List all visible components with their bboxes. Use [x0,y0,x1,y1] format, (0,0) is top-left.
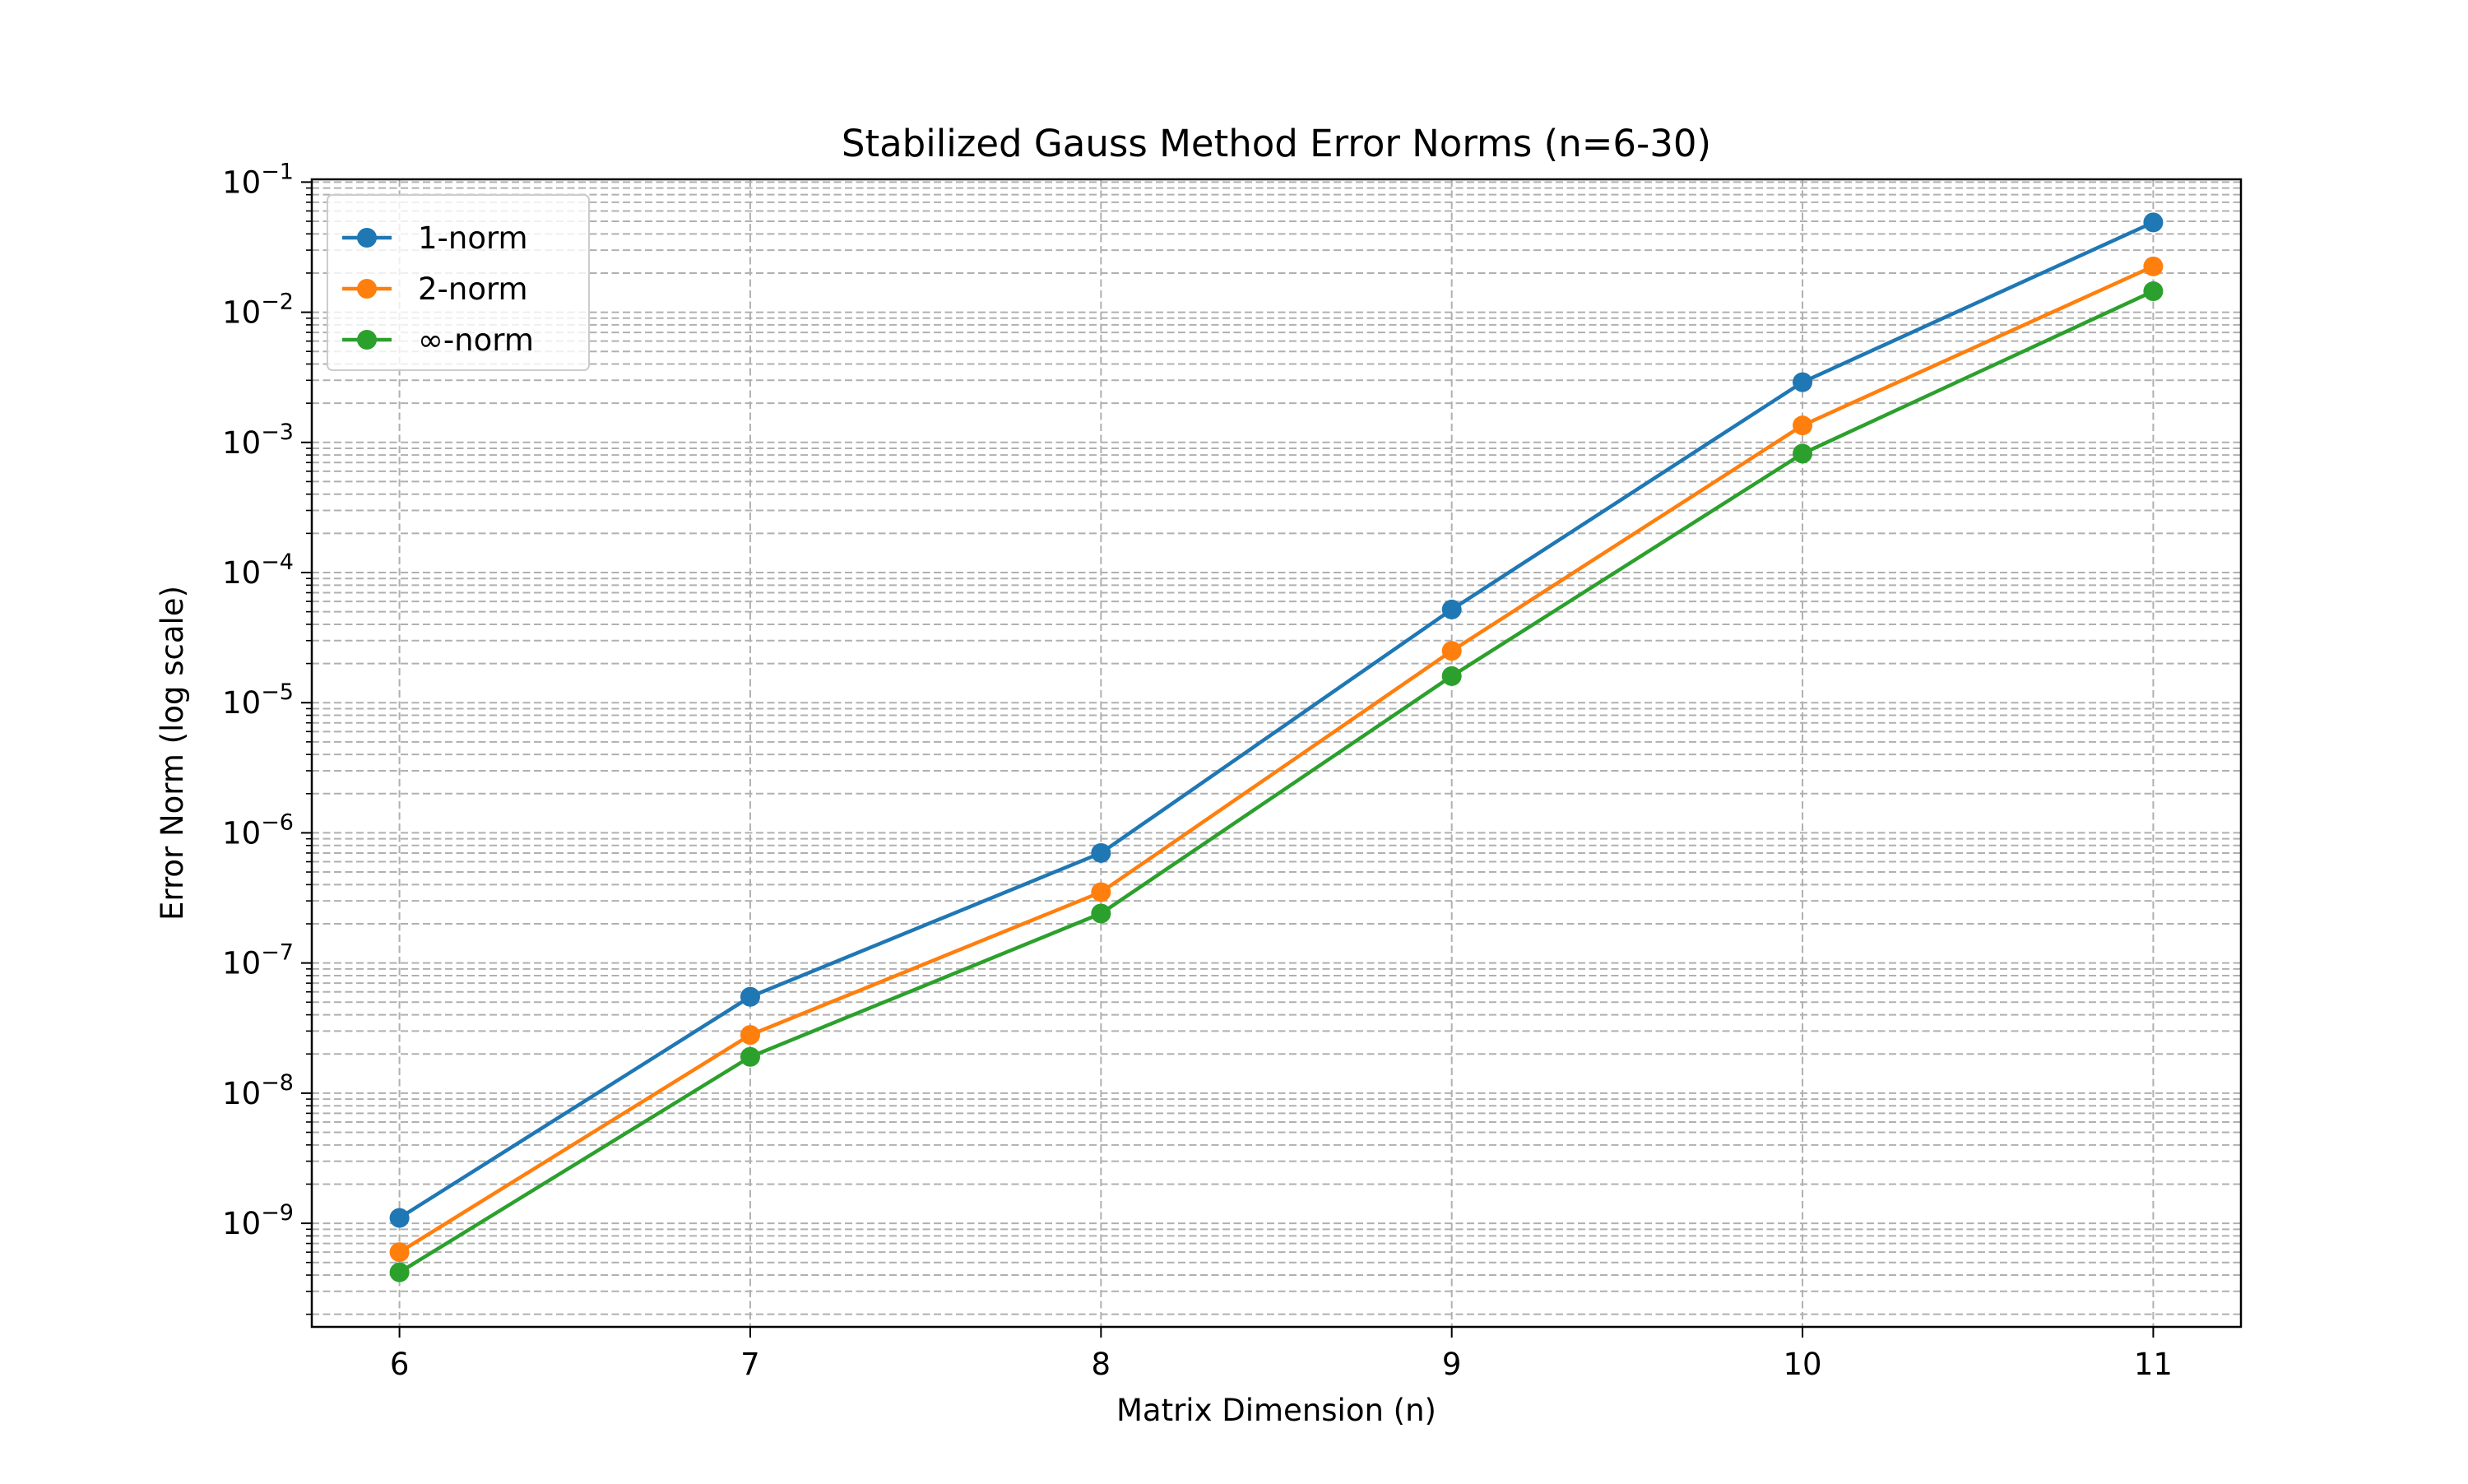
legend-marker [357,279,377,299]
y-tick-label: 10−4 [222,550,294,591]
data-point [2143,212,2164,233]
data-point [1793,415,1813,436]
legend-label: ∞-norm [418,322,534,358]
data-point [740,1025,760,1046]
y-tick-label: 10−5 [222,679,294,721]
data-point [1793,443,1813,464]
y-tick-label: 10−1 [222,159,294,200]
data-point [1091,882,1111,902]
x-tick-label: 6 [390,1347,410,1382]
data-point [389,1208,410,1228]
series-3 [389,281,2164,1282]
x-tick-label: 7 [740,1347,760,1382]
legend-marker [357,330,377,350]
x-tick-label: 8 [1092,1347,1111,1382]
plot-frame [310,178,2243,1329]
data-point [389,1242,410,1263]
data-point [740,986,760,1007]
legend-label: 1-norm [418,220,528,256]
chart-title: Stabilized Gauss Method Error Norms (n=6… [842,122,1711,165]
x-tick-label: 9 [1442,1347,1462,1382]
data-point [1091,842,1111,863]
data-point [1793,372,1813,392]
series-2 [389,256,2164,1263]
y-tick-label: 10−9 [222,1200,294,1241]
legend-label: 2-norm [418,271,528,307]
y-tick-label: 10−6 [222,809,294,851]
y-axis-label: Error Norm (log scale) [155,586,190,921]
data-point [1441,665,1462,686]
legend-box [327,194,590,371]
x-tick-label: 11 [2134,1347,2173,1382]
legend-marker [357,228,377,248]
legend-item: 1-norm [342,220,528,256]
series-line [398,264,2155,1254]
series-1 [389,212,2164,1228]
legend-item: ∞-norm [342,322,534,358]
y-tick-label: 10−7 [222,940,294,981]
data-point [2143,281,2164,302]
x-axis-label: Matrix Dimension (n) [1116,1393,1436,1428]
y-tick-label: 10−3 [222,420,294,461]
data-point [389,1262,410,1282]
series-line [398,220,2155,1220]
y-tick-label: 10−8 [222,1070,294,1111]
legend: 1-norm 2-norm ∞-norm [327,194,590,371]
data-point [740,1046,760,1067]
legend-item: 2-norm [342,271,528,307]
series-line [398,289,2155,1274]
data-point [1091,903,1111,924]
data-point [1441,641,1462,661]
data-point [2143,256,2164,276]
x-tick-label: 10 [1783,1347,1821,1382]
y-tick-label: 10−2 [222,290,294,331]
data-point [1441,599,1462,619]
